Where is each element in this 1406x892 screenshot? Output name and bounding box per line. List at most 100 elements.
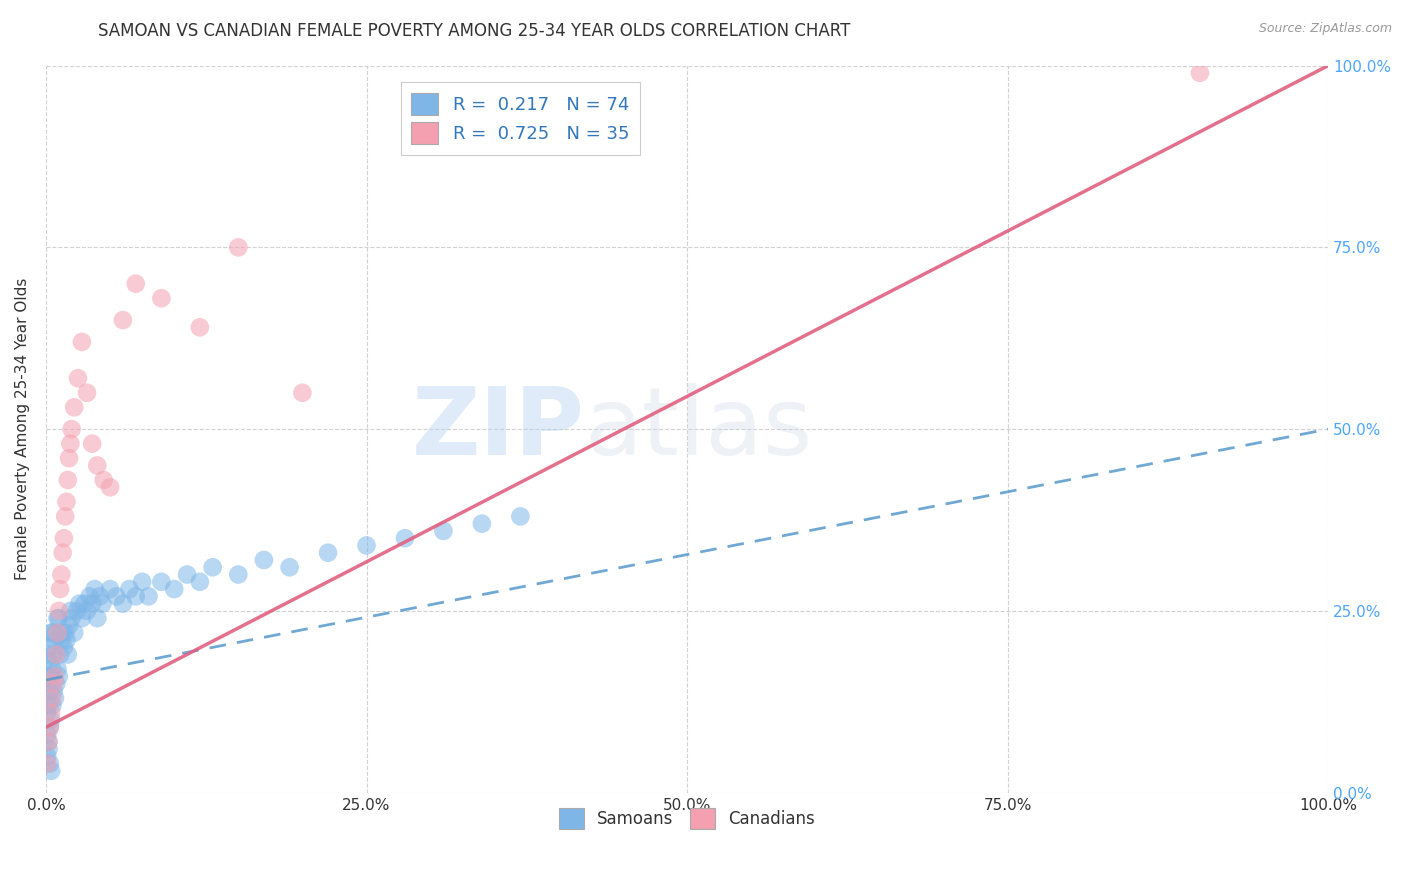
Point xyxy=(52,546,75,560)
Point xyxy=(48,604,70,618)
Point xyxy=(86,611,108,625)
Legend: Samoans, Canadians: Samoans, Canadians xyxy=(553,802,823,835)
Point xyxy=(38,684,60,698)
Point xyxy=(39,669,62,683)
Point xyxy=(253,553,276,567)
Point xyxy=(98,480,121,494)
Point xyxy=(37,676,59,690)
Point xyxy=(48,669,70,683)
Point xyxy=(46,625,69,640)
Point xyxy=(66,371,89,385)
Point xyxy=(60,611,83,625)
Point xyxy=(53,509,76,524)
Point xyxy=(201,560,224,574)
Point xyxy=(38,655,60,669)
Point xyxy=(42,648,65,662)
Point xyxy=(39,713,62,727)
Point xyxy=(1188,66,1211,80)
Point xyxy=(59,436,82,450)
Point xyxy=(41,625,63,640)
Point xyxy=(39,764,62,778)
Point xyxy=(63,625,86,640)
Point xyxy=(53,625,76,640)
Point xyxy=(45,648,67,662)
Point xyxy=(55,495,77,509)
Point xyxy=(67,597,90,611)
Text: atlas: atlas xyxy=(585,384,813,475)
Point xyxy=(41,698,63,713)
Point xyxy=(91,597,114,611)
Text: Source: ZipAtlas.com: Source: ZipAtlas.com xyxy=(1258,22,1392,36)
Point xyxy=(278,560,301,574)
Point xyxy=(131,574,153,589)
Point xyxy=(125,277,148,291)
Point xyxy=(111,597,134,611)
Point xyxy=(226,240,249,254)
Point xyxy=(76,604,98,618)
Point xyxy=(226,567,249,582)
Point xyxy=(44,669,66,683)
Y-axis label: Female Poverty Among 25-34 Year Olds: Female Poverty Among 25-34 Year Olds xyxy=(15,278,30,581)
Point xyxy=(150,574,173,589)
Point xyxy=(63,401,86,415)
Point xyxy=(42,676,65,690)
Point xyxy=(45,676,67,690)
Point xyxy=(70,611,93,625)
Point xyxy=(44,691,66,706)
Point xyxy=(70,334,93,349)
Point xyxy=(46,611,69,625)
Point xyxy=(59,604,82,618)
Point xyxy=(41,662,63,676)
Point xyxy=(38,640,60,655)
Point xyxy=(58,451,80,466)
Point xyxy=(38,756,60,771)
Point xyxy=(163,582,186,596)
Text: ZIP: ZIP xyxy=(412,384,585,475)
Point xyxy=(52,640,75,655)
Point xyxy=(37,749,59,764)
Point xyxy=(52,625,75,640)
Point xyxy=(38,720,60,734)
Point xyxy=(38,742,60,756)
Point xyxy=(394,531,416,545)
Point xyxy=(60,422,83,436)
Point xyxy=(51,632,73,647)
Text: SAMOAN VS CANADIAN FEMALE POVERTY AMONG 25-34 YEAR OLDS CORRELATION CHART: SAMOAN VS CANADIAN FEMALE POVERTY AMONG … xyxy=(98,22,851,40)
Point xyxy=(432,524,454,538)
Point xyxy=(188,320,211,334)
Point xyxy=(111,313,134,327)
Point xyxy=(49,582,72,596)
Point xyxy=(176,567,198,582)
Point xyxy=(86,458,108,473)
Point xyxy=(125,590,148,604)
Point xyxy=(38,669,60,683)
Point xyxy=(66,604,89,618)
Point xyxy=(79,590,101,604)
Point xyxy=(37,706,59,720)
Point xyxy=(356,538,378,552)
Point xyxy=(93,473,115,487)
Point xyxy=(509,509,531,524)
Point xyxy=(76,385,98,400)
Point xyxy=(56,648,79,662)
Point xyxy=(37,648,59,662)
Point xyxy=(98,582,121,596)
Point xyxy=(56,473,79,487)
Point xyxy=(291,385,314,400)
Point xyxy=(51,567,73,582)
Point xyxy=(42,684,65,698)
Point xyxy=(89,590,111,604)
Point xyxy=(55,632,77,647)
Point xyxy=(38,735,60,749)
Point xyxy=(39,625,62,640)
Point xyxy=(38,698,60,713)
Point xyxy=(150,291,173,305)
Point xyxy=(82,436,104,450)
Point xyxy=(44,632,66,647)
Point xyxy=(105,590,128,604)
Point xyxy=(471,516,494,531)
Point xyxy=(118,582,141,596)
Point xyxy=(188,574,211,589)
Point xyxy=(58,618,80,632)
Point xyxy=(82,597,104,611)
